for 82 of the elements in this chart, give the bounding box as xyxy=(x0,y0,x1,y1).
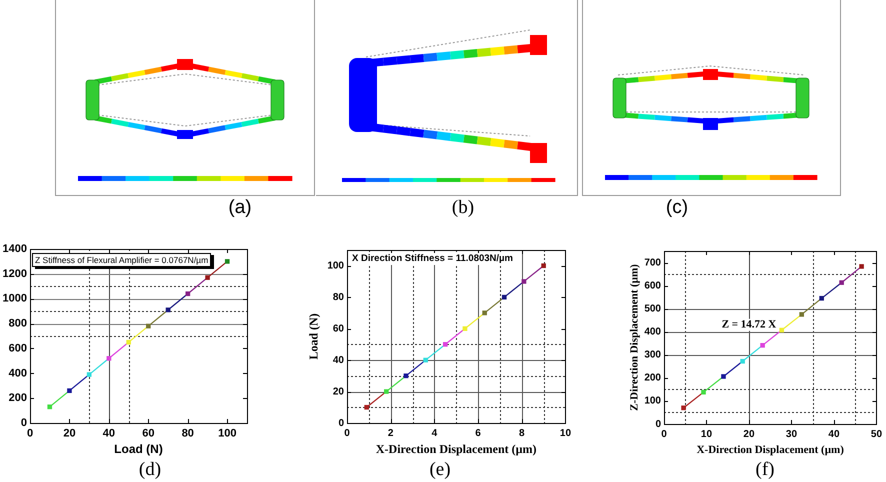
x-axis-title: X-Direction Displacement (µm) xyxy=(376,442,537,456)
annotation: Z = 14.72 X xyxy=(722,318,776,331)
y-tick-label: 100 xyxy=(644,396,662,407)
point xyxy=(839,280,844,285)
y-tick-label: 600 xyxy=(644,280,662,292)
text-frame: Z Stiffness of Flexural Amplifier = 0.0767N/µm xyxy=(32,253,212,267)
point xyxy=(522,279,526,284)
point xyxy=(442,342,448,347)
y-tick-label: 400 xyxy=(644,326,662,338)
x-tick-label: 20 xyxy=(63,428,76,440)
x-tick-label: 6 xyxy=(475,428,482,439)
point xyxy=(760,343,765,348)
y-tick-label: 80 xyxy=(332,292,344,303)
point xyxy=(384,389,389,394)
x-tick-label: 20 xyxy=(743,428,755,440)
y-tick-label: 1400 xyxy=(2,243,27,256)
point xyxy=(86,372,92,377)
y-tick-label: 800 xyxy=(8,318,27,330)
point xyxy=(126,340,131,345)
y-tick-label: 200 xyxy=(644,372,662,384)
point xyxy=(859,264,864,269)
point xyxy=(106,356,112,361)
y-tick-label: 1000 xyxy=(2,292,27,305)
text: (a) xyxy=(228,197,252,219)
y-axis-title: Load (N) xyxy=(306,313,320,360)
y-tick-label: 400 xyxy=(8,367,27,380)
x-tick-label: 30 xyxy=(786,428,798,440)
annotation: Z Stiffness of Flexural Amplifier = 0.0767N/µm xyxy=(35,254,208,266)
y-tick-label: 500 xyxy=(644,303,662,314)
text: (e) xyxy=(429,459,451,481)
text: (c) xyxy=(666,197,688,219)
point xyxy=(67,388,72,394)
x-tick-label: 10 xyxy=(700,428,712,440)
x-tick-label: 8 xyxy=(518,428,525,439)
y-tick-label: 40 xyxy=(332,354,344,366)
point xyxy=(146,324,151,328)
x-tick-label: 80 xyxy=(182,428,194,440)
point xyxy=(166,308,170,312)
x-tick-label: 2 xyxy=(388,428,394,439)
y-tick-label: 100 xyxy=(327,260,344,272)
y-axis-title: Z-Direction Displacement (µm) xyxy=(628,264,640,411)
y-tick-label: 200 xyxy=(8,392,27,404)
text: (b) xyxy=(452,197,474,219)
point xyxy=(205,275,210,280)
point xyxy=(740,358,745,364)
x-tick-label: 40 xyxy=(102,428,116,440)
x-tick-label: 50 xyxy=(870,428,882,440)
y-tick-label: 0 xyxy=(20,417,27,430)
point xyxy=(779,328,784,332)
point xyxy=(799,312,804,317)
y-tick-label: 700 xyxy=(644,257,662,268)
point xyxy=(701,390,706,394)
y-tick-label: 0 xyxy=(338,418,344,429)
y-tick-label: 300 xyxy=(644,350,662,361)
point xyxy=(404,373,408,378)
y-tick-label: 600 xyxy=(8,342,27,354)
point xyxy=(819,296,824,301)
point xyxy=(462,326,468,331)
x-tick-label: 100 xyxy=(218,428,236,440)
point xyxy=(185,291,190,296)
point xyxy=(423,358,428,362)
text: (d) xyxy=(138,459,162,481)
point xyxy=(721,374,726,379)
x-tick-label: 60 xyxy=(142,428,154,440)
x-tick-label: 10 xyxy=(560,428,572,439)
text: (f) xyxy=(756,459,774,481)
point xyxy=(681,406,686,410)
y-tick-label: 20 xyxy=(332,386,344,398)
x-axis-title: Load (N) xyxy=(114,442,163,456)
point xyxy=(502,294,507,300)
point xyxy=(541,263,546,268)
x-axis-title: X-Direction Displacement (µm) xyxy=(696,444,844,456)
x-tick-label: 40 xyxy=(828,428,840,440)
point xyxy=(224,259,230,264)
point xyxy=(482,310,487,316)
y-tick-label: 0 xyxy=(655,418,662,430)
point xyxy=(364,404,369,410)
y-tick-label: 60 xyxy=(332,323,344,334)
annotation: X Direction Stiffness = 11.0803N/µm xyxy=(352,253,513,265)
x-tick-label: 4 xyxy=(432,428,438,439)
point xyxy=(47,404,52,410)
y-tick-label: 1200 xyxy=(2,268,27,280)
